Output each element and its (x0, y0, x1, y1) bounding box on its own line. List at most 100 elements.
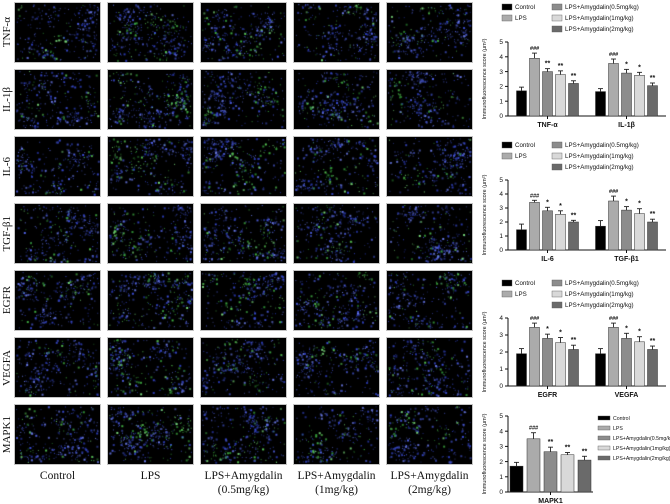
column-label: LPS+Amygdalin(2mg/kg) (380, 469, 479, 498)
micrograph-canvas (294, 338, 379, 397)
legend-swatch (552, 142, 562, 148)
bar (578, 460, 591, 492)
significance-label: * (625, 325, 628, 332)
legend-label: LPS+Amygdalin(1mg/kg) (565, 15, 634, 22)
bar-chart-panel: 01234Immunofluorescence score (μm²)###**… (478, 264, 670, 400)
significance-label: * (638, 329, 641, 336)
micrograph-canvas (15, 3, 100, 62)
bar (596, 226, 606, 250)
legend-label: LPS+Amygdalin(2mg/kg) (613, 456, 670, 462)
bar (543, 338, 553, 386)
significance-label: * (559, 203, 562, 210)
legend-swatch (502, 4, 512, 10)
micrograph-image (107, 203, 194, 264)
micrograph-image (200, 337, 287, 398)
legend-label: LPS+Amygdalin(2mg/kg) (565, 26, 634, 33)
significance-label: * (559, 330, 562, 337)
bar (635, 75, 645, 116)
legend-label: LPS+Amygdalin(0.5mg/kg) (565, 4, 639, 11)
y-tick-label: 2 (499, 219, 503, 226)
legend-swatch (552, 302, 562, 308)
micrograph-canvas (108, 271, 193, 330)
significance-label: ### (530, 316, 540, 322)
bar (609, 63, 619, 116)
significance-label: ** (571, 73, 577, 80)
micrograph-canvas (387, 137, 472, 196)
column-label-line2: (1mg/kg) (287, 483, 386, 497)
significance-label: ### (609, 52, 619, 58)
bar (596, 354, 606, 386)
row-label-text: EGFR (1, 286, 13, 314)
bar-chart-panel: 012345Immunofluorescence score (μm²)###*… (478, 130, 670, 264)
micrograph-canvas (387, 70, 472, 129)
significance-label: * (546, 326, 549, 333)
legend-swatch (552, 4, 562, 10)
micrograph-canvas (108, 137, 193, 196)
significance-label: ** (582, 448, 588, 455)
micrograph-image (293, 337, 380, 398)
micrograph-image (386, 203, 473, 264)
significance-label: ### (609, 316, 619, 322)
micrograph-image (386, 404, 473, 465)
legend-swatch (598, 446, 610, 450)
y-tick-label: 5 (499, 413, 503, 420)
bar (622, 338, 632, 386)
bar (596, 92, 606, 116)
row-label: VEGFA (0, 337, 14, 398)
micrograph-canvas (15, 137, 100, 196)
legend-label: LPS (613, 426, 623, 432)
legend-label: LPS (515, 15, 527, 22)
bar (517, 354, 527, 386)
column-label-line1: LPS+Amygdalin (380, 469, 479, 483)
bar (530, 327, 540, 386)
micrograph-canvas (387, 204, 472, 263)
row-label: IL-6 (0, 136, 14, 197)
micrograph-image (200, 270, 287, 331)
bar-chart-panel: 012345Immunofluorescence score (μm²)###*… (478, 400, 670, 504)
y-tick-label: 0 (499, 113, 503, 120)
micrograph-canvas (108, 70, 193, 129)
micrograph-image (386, 337, 473, 398)
significance-label: * (625, 61, 628, 68)
group-label: TNF-α (537, 122, 558, 129)
micrograph-image (14, 69, 101, 130)
legend-label: LPS+Amygdalin(0.5mg/kg) (613, 436, 670, 442)
significance-label: ** (571, 212, 577, 219)
micrograph-image (200, 404, 287, 465)
y-axis-label: Immunofluorescence score (μm²) (482, 413, 488, 494)
legend-swatch (552, 291, 562, 297)
column-label-line1: Control (8, 469, 107, 483)
bar (556, 343, 566, 386)
y-tick-label: 2 (499, 84, 503, 91)
micrograph-canvas (201, 204, 286, 263)
y-tick-label: 3 (499, 205, 503, 212)
column-label: LPS+Amygdalin(1mg/kg) (287, 469, 386, 498)
micrograph-canvas (15, 204, 100, 263)
bar (517, 230, 527, 250)
y-tick-label: 4 (499, 54, 503, 61)
bar (510, 466, 523, 492)
legend-swatch (502, 15, 512, 21)
row-label: EGFR (0, 270, 14, 331)
legend-label: LPS (515, 153, 527, 160)
bar (569, 349, 579, 386)
micrograph-canvas (108, 338, 193, 397)
bar (561, 455, 574, 492)
row-label: IL-1β (0, 69, 14, 130)
legend-swatch (552, 153, 562, 159)
bar (530, 202, 540, 250)
micrograph-image (293, 203, 380, 264)
micrograph-image (14, 337, 101, 398)
significance-label: * (546, 199, 549, 206)
micrograph-canvas (387, 338, 472, 397)
bar (648, 86, 658, 116)
column-label-line1: LPS+Amygdalin (287, 469, 386, 483)
row-label: TNF-α (0, 2, 14, 63)
significance-label: ### (609, 189, 619, 195)
y-tick-label: 4 (499, 315, 503, 322)
micrograph-canvas (294, 137, 379, 196)
group-label: EGFR (538, 392, 557, 399)
bar (556, 75, 566, 116)
bar (635, 214, 645, 250)
group-label: MAPK1 (538, 498, 563, 504)
